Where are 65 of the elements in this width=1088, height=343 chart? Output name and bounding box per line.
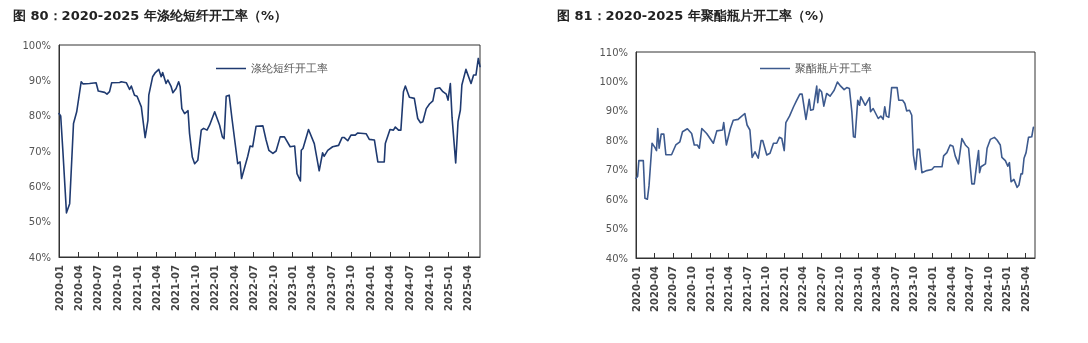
x-tick-label: 2022-07 (815, 265, 827, 312)
y-tick-label: 40% (605, 252, 628, 264)
x-tick-label: 2023-04 (306, 264, 318, 311)
x-tick-label: 2020-01 (630, 265, 642, 312)
x-tick-label: 2025-04 (462, 264, 474, 311)
x-tick-label: 2024-01 (365, 264, 377, 311)
x-tick-label: 2023-10 (908, 265, 920, 312)
x-tick-label: 2020-07 (667, 265, 679, 312)
x-tick-label: 2021-04 (150, 264, 162, 311)
x-tick-label: 2021-07 (741, 265, 753, 312)
y-tick-label: 50% (605, 223, 628, 235)
x-tick-label: 2023-07 (325, 264, 337, 311)
x-tick-label: 2020-07 (92, 264, 104, 311)
legend-label: 聚酯瓶片开工率 (795, 62, 872, 75)
y-tick-label: 70% (28, 145, 51, 157)
y-tick-label: 50% (28, 216, 51, 228)
x-tick-label: 2021-04 (723, 265, 735, 312)
x-tick-label: 2024-07 (964, 265, 976, 312)
y-tick-label: 100% (599, 75, 628, 87)
line-series (635, 81, 1035, 200)
y-tick-label: 80% (28, 110, 51, 122)
y-tick-label: 80% (605, 134, 628, 146)
line-series (58, 57, 481, 214)
y-tick-label: 60% (28, 180, 51, 192)
x-tick-label: 2024-04 (945, 265, 957, 312)
x-tick-label: 2020-10 (111, 264, 123, 311)
x-tick-label: 2021-07 (170, 264, 182, 311)
y-tick-label: 70% (605, 164, 628, 176)
x-tick-label: 2023-01 (853, 265, 865, 312)
x-tick-label: 2021-10 (760, 265, 772, 312)
x-tick-label: 2022-10 (834, 265, 846, 312)
x-tick-label: 2025-04 (1019, 265, 1031, 312)
x-tick-label: 2024-10 (982, 265, 994, 312)
x-tick-label: 2024-04 (384, 264, 396, 311)
x-tick-label: 2021-10 (189, 264, 201, 311)
x-tick-label: 2022-04 (797, 265, 809, 312)
x-tick-label: 2020-04 (648, 265, 660, 312)
x-tick-label: 2023-01 (287, 264, 299, 311)
chart-title: 图 81：2020-2025 年聚酯瓶片开工率（%） (557, 8, 831, 23)
x-tick-label: 2022-07 (248, 264, 259, 311)
x-tick-label: 2020-04 (72, 264, 84, 311)
x-tick-label: 2024-07 (403, 264, 415, 311)
x-tick-label: 2021-01 (131, 264, 143, 311)
x-tick-label: 2022-10 (267, 264, 279, 311)
x-tick-label: 2023-04 (871, 265, 883, 312)
y-tick-label: 90% (605, 105, 628, 117)
y-tick-label: 60% (605, 193, 628, 205)
x-tick-label: 2025-01 (443, 264, 455, 311)
y-tick-label: 90% (28, 74, 51, 86)
y-tick-label: 40% (28, 251, 51, 263)
x-tick-label: 2024-10 (423, 264, 435, 311)
chart-title: 图 80：2020-2025 年涤纶短纤开工率（%） (13, 8, 287, 23)
x-tick-label: 2024-01 (927, 265, 939, 312)
x-tick-label: 2023-07 (889, 265, 901, 312)
legend-label: 涤纶短纤开工率 (251, 62, 328, 75)
x-tick-label: 2022-01 (778, 265, 790, 312)
x-tick-label: 2023-10 (345, 264, 357, 311)
x-tick-label: 2020-01 (53, 264, 65, 311)
x-tick-label: 2020-10 (686, 265, 698, 312)
x-tick-label: 2022-04 (228, 264, 240, 311)
y-tick-label: 110% (599, 46, 628, 58)
x-tick-label: 2025-01 (1001, 265, 1013, 312)
y-tick-label: 100% (22, 39, 51, 51)
x-tick-label: 2021-01 (704, 265, 716, 312)
x-tick-label: 2022-01 (209, 264, 221, 311)
